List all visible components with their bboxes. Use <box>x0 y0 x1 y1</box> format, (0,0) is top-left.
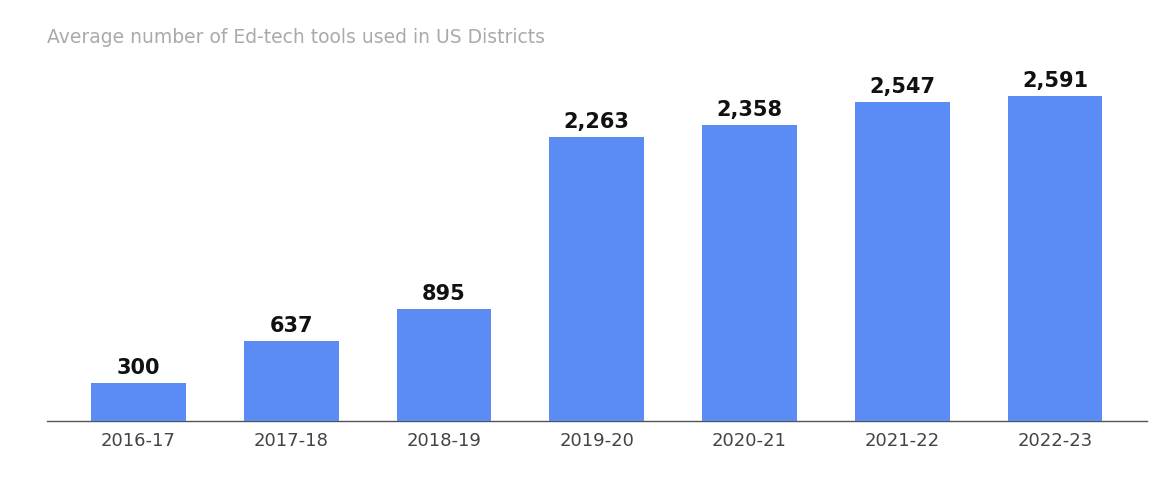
Text: 637: 637 <box>269 316 312 336</box>
Bar <box>1007 96 1102 421</box>
Text: 2,591: 2,591 <box>1021 71 1088 91</box>
Bar <box>91 383 186 421</box>
Text: 2,547: 2,547 <box>869 76 935 97</box>
Text: 2,358: 2,358 <box>716 100 783 120</box>
Bar <box>243 341 338 421</box>
Text: 895: 895 <box>422 283 466 304</box>
Bar <box>702 125 797 421</box>
Text: 300: 300 <box>117 358 160 378</box>
Bar <box>855 102 950 421</box>
Bar <box>550 137 644 421</box>
Text: 2,263: 2,263 <box>564 112 629 132</box>
Bar <box>397 308 491 421</box>
Text: Average number of Ed-tech tools used in US Districts: Average number of Ed-tech tools used in … <box>47 29 545 47</box>
